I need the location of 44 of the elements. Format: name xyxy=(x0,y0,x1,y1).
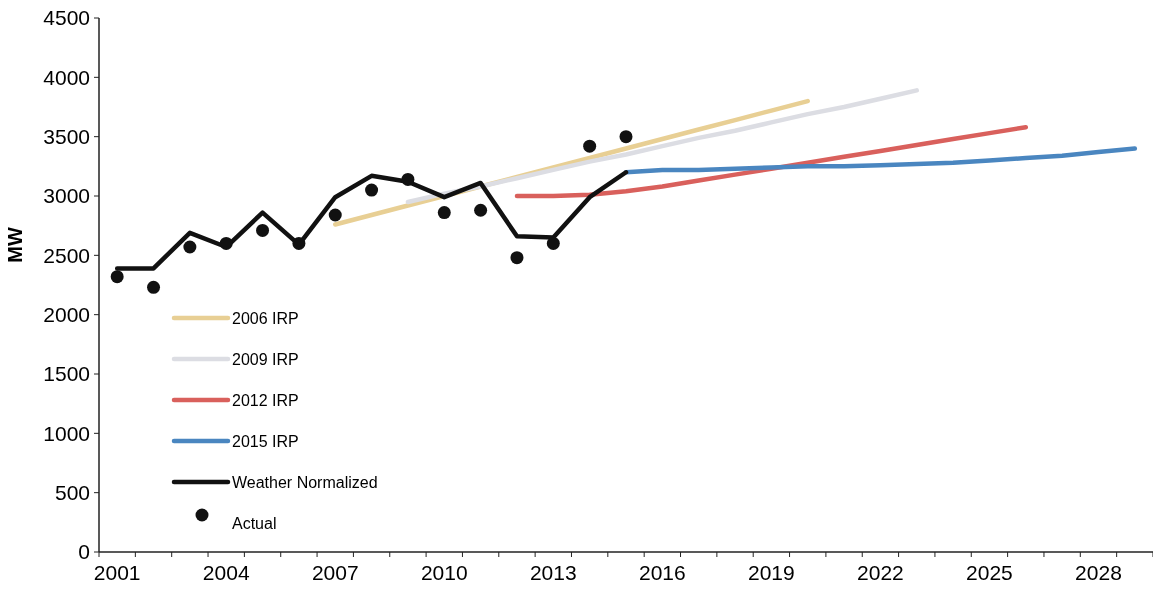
y-tick-label: 1000 xyxy=(43,421,90,445)
x-tick-label: 2025 xyxy=(966,561,1013,584)
point xyxy=(147,280,161,294)
line-series xyxy=(405,88,920,205)
legend-label: 2012 IRP xyxy=(232,391,299,409)
legend-label: 2009 IRP xyxy=(232,350,299,368)
y-tick-label: 2500 xyxy=(43,243,90,267)
y-tick-label: 500 xyxy=(54,481,90,505)
point xyxy=(328,208,342,222)
point xyxy=(365,183,379,197)
x-tick-label: 2004 xyxy=(202,561,250,584)
x-tick-label: 2016 xyxy=(638,561,686,584)
point xyxy=(619,130,633,144)
x-tick-label: 2019 xyxy=(748,561,795,584)
x-tick-label: 2013 xyxy=(529,561,577,584)
x-tick-label: 2001 xyxy=(93,561,141,584)
point xyxy=(401,172,415,186)
point xyxy=(256,223,270,237)
line-series xyxy=(514,124,1029,199)
legend-label: 2006 IRP xyxy=(232,309,299,327)
legend-label: 2015 IRP xyxy=(232,432,299,450)
point xyxy=(183,240,197,254)
point xyxy=(583,139,597,153)
legend-label: Weather Normalized xyxy=(232,473,378,491)
x-tick-label: 2007 xyxy=(311,561,359,584)
point xyxy=(437,206,451,220)
x-tick-label: 2028 xyxy=(1075,561,1122,584)
x-tick-label: 2022 xyxy=(857,561,904,584)
x-tick-label: 2010 xyxy=(420,561,468,584)
point xyxy=(510,251,524,265)
legend-label: Actual xyxy=(232,514,277,532)
point xyxy=(474,203,488,217)
y-tick-label: 0 xyxy=(78,540,90,564)
y-tick-label: 3500 xyxy=(43,125,90,149)
point xyxy=(219,236,233,250)
point xyxy=(546,236,560,250)
y-tick-label: 4000 xyxy=(43,65,90,89)
y-tick-label: 1500 xyxy=(43,362,90,386)
point xyxy=(292,236,306,250)
y-axis-title: MW xyxy=(4,227,26,263)
y-tick-label: 4500 xyxy=(43,6,90,30)
y-tick-label: 3000 xyxy=(43,184,90,208)
y-tick-label: 2000 xyxy=(43,303,90,327)
point xyxy=(110,270,124,284)
